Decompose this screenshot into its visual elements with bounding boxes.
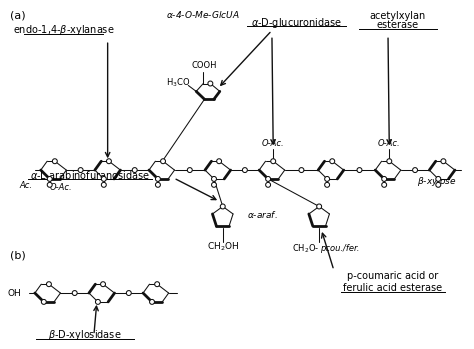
Circle shape [95, 299, 100, 304]
Text: pcou./fer.: pcou./fer. [320, 244, 359, 253]
Circle shape [211, 183, 217, 187]
Text: $\alpha$-4-$O$-Me-GlcUA: $\alpha$-4-$O$-Me-GlcUA [166, 9, 240, 20]
Circle shape [132, 168, 137, 172]
Text: O-Ac.: O-Ac. [50, 183, 72, 192]
Circle shape [211, 177, 217, 181]
Text: Ac.: Ac. [19, 181, 32, 190]
Circle shape [47, 183, 52, 187]
Text: $\alpha$-araf.: $\alpha$-araf. [247, 209, 278, 220]
Text: acetylxylan: acetylxylan [370, 10, 426, 21]
Circle shape [220, 204, 225, 209]
Text: p-coumaric acid or: p-coumaric acid or [347, 271, 438, 281]
Text: O-Ac.: O-Ac. [378, 139, 401, 148]
Circle shape [155, 282, 160, 287]
Text: esterase: esterase [377, 21, 419, 30]
Text: $\beta$-D-xylosidase: $\beta$-D-xylosidase [48, 328, 122, 342]
Circle shape [436, 177, 441, 181]
Circle shape [330, 159, 335, 164]
Circle shape [265, 177, 271, 181]
Circle shape [78, 168, 83, 172]
Circle shape [46, 282, 51, 287]
Text: CH$_2$O-: CH$_2$O- [292, 243, 319, 255]
Circle shape [271, 159, 276, 164]
Circle shape [325, 177, 329, 181]
Circle shape [357, 168, 362, 172]
Circle shape [155, 183, 160, 187]
Circle shape [72, 291, 77, 296]
Circle shape [387, 159, 392, 164]
Circle shape [101, 177, 106, 181]
Text: endo-1,4-$\beta$-xylanase: endo-1,4-$\beta$-xylanase [13, 23, 114, 37]
Text: (b): (b) [10, 251, 26, 261]
Circle shape [208, 81, 213, 86]
Circle shape [436, 183, 441, 187]
Text: O-Ac.: O-Ac. [262, 139, 284, 148]
Circle shape [412, 168, 418, 172]
Circle shape [127, 291, 131, 296]
Text: H$_3$CO: H$_3$CO [166, 76, 191, 89]
Circle shape [150, 299, 155, 304]
Circle shape [107, 159, 111, 164]
Circle shape [382, 177, 387, 181]
Text: OH: OH [7, 289, 21, 298]
Circle shape [441, 159, 446, 164]
Circle shape [47, 177, 52, 181]
Text: CH$_2$OH: CH$_2$OH [207, 240, 239, 253]
Circle shape [52, 159, 57, 164]
Text: $\alpha$-D-glucuronidase: $\alpha$-D-glucuronidase [251, 15, 342, 30]
Text: ferulic acid esterase: ferulic acid esterase [343, 283, 443, 293]
Circle shape [41, 299, 46, 304]
Circle shape [155, 177, 160, 181]
Circle shape [317, 204, 322, 209]
Circle shape [382, 183, 387, 187]
Circle shape [161, 159, 165, 164]
Text: $\alpha$-L-arabinofuranosidase: $\alpha$-L-arabinofuranosidase [30, 169, 150, 181]
Circle shape [100, 282, 106, 287]
Circle shape [242, 168, 247, 172]
Circle shape [325, 183, 329, 187]
Circle shape [101, 183, 106, 187]
Circle shape [299, 168, 304, 172]
Text: $\beta$-xylose: $\beta$-xylose [418, 176, 457, 188]
Text: (a): (a) [10, 11, 26, 21]
Circle shape [217, 159, 221, 164]
Circle shape [187, 168, 192, 172]
Text: COOH: COOH [191, 61, 217, 70]
Circle shape [265, 183, 271, 187]
